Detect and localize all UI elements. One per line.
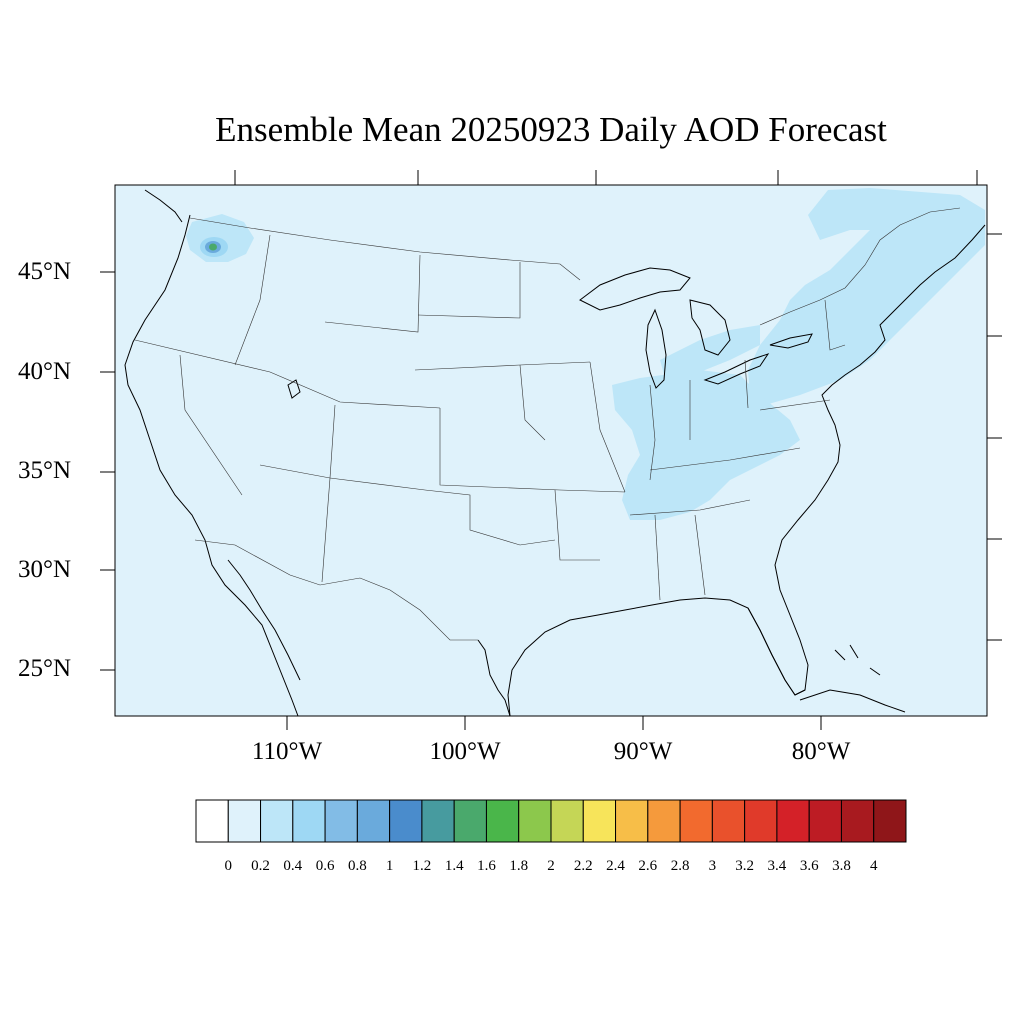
colorbar-tick-label: 3.8 <box>832 858 851 874</box>
lat-label-25n: 25°N <box>18 655 72 682</box>
colorbar-tick-label: 1.2 <box>412 858 432 874</box>
colorbar-tick-label: 1.6 <box>477 858 496 874</box>
map-frame <box>114 184 988 717</box>
cuba <box>799 689 906 713</box>
map-title: Ensemble Mean 20250923 Daily AOD Forecas… <box>215 110 887 149</box>
state-line-22 <box>744 359 749 409</box>
state-line-4 <box>324 254 421 333</box>
colorbar-swatch <box>260 799 294 843</box>
colorbar-tick-label: 0 <box>224 858 233 874</box>
lon-label-100w: 100°W <box>429 738 501 765</box>
colorbar-tick-label: 1.4 <box>444 858 464 874</box>
great-salt-lake <box>287 379 301 399</box>
state-line-12 <box>519 364 546 441</box>
tick-marks <box>100 170 1002 730</box>
colorbar-swatch <box>485 799 520 843</box>
state-line-14 <box>649 384 656 481</box>
lat-label-40n: 40°N <box>18 358 72 385</box>
mexico-border <box>194 539 478 641</box>
state-line-10 <box>424 489 556 546</box>
colorbar <box>195 799 907 843</box>
colorbar-tick-label: 3 <box>708 858 717 874</box>
west-coast <box>124 214 299 717</box>
colorbar-tick-label: 2 <box>547 858 555 874</box>
state-line-7 <box>439 408 626 493</box>
colorbar-swatch <box>195 799 229 843</box>
colorbar-swatch <box>453 799 487 843</box>
colorbar-swatch <box>647 799 681 843</box>
state-line-19 <box>694 514 706 596</box>
coastlines <box>124 189 986 717</box>
lon-label-90w: 90°W <box>613 738 673 765</box>
colorbar-tick-label: 3.4 <box>767 858 787 874</box>
lake-superior <box>579 267 691 311</box>
colorbar-swatch <box>324 799 358 843</box>
bahamas <box>834 644 881 676</box>
colorbar-tick-label: 0.2 <box>251 858 270 874</box>
colorbar-swatch <box>776 799 810 843</box>
colorbar-swatch <box>679 799 713 843</box>
state-line-11 <box>554 489 600 561</box>
canada-border-east <box>759 207 961 326</box>
colorbar-tick-label: 0.8 <box>348 858 367 874</box>
colorbar-swatch <box>518 799 552 843</box>
colorbar-swatch <box>615 799 649 843</box>
state-line-2 <box>179 354 243 496</box>
state-line-16 <box>649 447 801 471</box>
lat-label-35n: 35°N <box>18 457 72 484</box>
florida <box>747 607 806 696</box>
mexico-gulf-coast <box>477 639 511 717</box>
colorbar-tick-label: 2.8 <box>670 858 690 874</box>
lake-michigan <box>645 308 667 389</box>
lon-label-110w: 110°W <box>251 738 323 765</box>
colorbar-tick-label: 2.6 <box>638 858 658 874</box>
state-line-20 <box>759 399 831 411</box>
lat-label-30n: 30°N <box>18 556 72 583</box>
colorbar-tick-label: 1.8 <box>509 858 529 874</box>
state-line-17 <box>629 499 751 516</box>
lake-ontario <box>769 333 813 349</box>
gulf-coast <box>507 224 986 717</box>
smoke-plume <box>200 237 228 257</box>
colorbar-swatch <box>356 799 391 843</box>
colorbar-tick-label: 1 <box>385 858 394 874</box>
lake-erie <box>703 353 770 385</box>
haze-northeast <box>748 188 985 405</box>
colorbar-swatch <box>550 799 584 843</box>
haze-ohio-valley <box>612 370 800 520</box>
state-line-18 <box>654 514 661 601</box>
state-line-1 <box>134 339 441 409</box>
colorbar-tick-label: 0.4 <box>283 858 303 874</box>
colorbar-swatch <box>711 799 746 843</box>
colorbar-tick-label: 3.6 <box>799 858 819 874</box>
state-line-13 <box>589 361 626 493</box>
colorbar-tick-label: 0.6 <box>315 858 335 874</box>
colorbar-swatch <box>744 799 778 843</box>
lon-label-80w: 80°W <box>791 738 851 765</box>
colorbar-swatch <box>582 799 617 843</box>
state-line-5 <box>417 262 521 319</box>
state-line-9 <box>259 464 426 491</box>
canada-border <box>189 217 581 281</box>
colorbar-tick-label: 2.4 <box>606 858 625 874</box>
colorbar-swatch <box>840 799 875 843</box>
colorbar-tick-label: 2.2 <box>573 858 593 874</box>
colorbar-swatch <box>873 799 907 843</box>
state-line-21 <box>824 299 846 351</box>
colorbar-tick-label: 3.2 <box>735 858 754 874</box>
lat-label-45n: 45°N <box>18 258 72 285</box>
political-borders <box>134 207 961 641</box>
colorbar-tick-label: 4 <box>869 858 878 874</box>
lake-huron <box>689 299 731 356</box>
vancouver-island <box>144 189 183 223</box>
colorbar-swatch <box>227 799 262 843</box>
colorbar-swatch <box>389 799 423 843</box>
state-line-3 <box>234 234 271 366</box>
colorbar-swatch <box>292 799 326 843</box>
baja-east <box>227 559 301 681</box>
colorbar-swatch <box>808 799 842 843</box>
colorbar-swatch <box>421 799 455 843</box>
